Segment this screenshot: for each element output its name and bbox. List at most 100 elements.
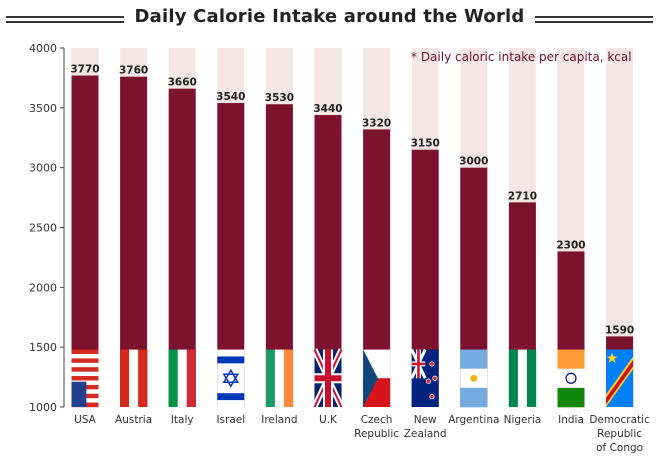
y-tick-label: 1500: [29, 341, 57, 354]
value-labels: 3770 3760 3660 3540 3530 3440 3320 3150 3000 2710…: [70, 64, 634, 337]
flag-sun: [470, 374, 478, 382]
value-label: 3760: [119, 65, 148, 77]
category-label-line: Republic: [354, 428, 399, 440]
flag-stripe: [71, 367, 99, 372]
category-label-line: India: [558, 414, 584, 426]
flag-ireland: [265, 349, 294, 407]
flag-stripe: [138, 349, 148, 407]
value-label: 3660: [168, 77, 197, 89]
category-label-line: USA: [74, 414, 97, 426]
category-label-line: Zealand: [404, 428, 447, 440]
flag-usa: [71, 349, 99, 408]
flag-india: [557, 349, 585, 408]
flag-stripe: [71, 376, 99, 381]
flag-stripe: [557, 349, 585, 370]
category-label: Argentina: [448, 414, 499, 426]
bars: [71, 75, 634, 408]
flag-nigeria: [508, 349, 537, 407]
category-label-line: of Congo: [596, 442, 643, 454]
y-tick-label: 2500: [29, 222, 57, 235]
flag-star: [429, 394, 435, 400]
flag-drcongo: [606, 349, 634, 407]
category-label-line: Ireland: [261, 414, 297, 426]
flag-stripe: [168, 349, 178, 407]
value-label: 3000: [459, 156, 488, 168]
flag-stripe: [557, 368, 585, 389]
flag-stripe: [217, 356, 245, 364]
category-label-line: New: [414, 414, 437, 426]
category-label-line: Israel: [216, 414, 245, 426]
flag-stripe: [460, 349, 488, 370]
category-labels: USA Austria Italy Israel Ireland U.K Czech Repu…: [74, 414, 650, 454]
value-label: 3440: [313, 103, 342, 115]
category-label-line: Austria: [115, 414, 152, 426]
flag-stripe: [120, 349, 130, 407]
chart-title-bar: Daily Calorie Intake around the World: [0, 0, 659, 40]
flag-canton: [71, 381, 87, 407]
value-label: 1590: [605, 324, 634, 336]
flag-stripe: [460, 387, 488, 408]
category-label-line: Republic: [597, 428, 642, 440]
y-tick-label: 1000: [29, 401, 57, 414]
flag-stripe: [526, 349, 537, 407]
y-tick-label: 3000: [29, 162, 57, 175]
flag-italy: [168, 349, 196, 407]
title-rule-left: [6, 16, 156, 23]
flag-cross: [314, 375, 342, 382]
value-label: 3150: [411, 138, 440, 150]
flags: [71, 348, 634, 409]
category-label-line: Argentina: [448, 414, 499, 426]
category-label: Israel: [216, 414, 245, 426]
flag-stripe: [71, 358, 99, 364]
flag-stripe: [186, 349, 196, 407]
flag-stripe: [517, 349, 528, 407]
flag-stripe: [557, 387, 585, 408]
flag-chakra: [565, 372, 577, 384]
value-label: 3320: [362, 117, 391, 129]
flag-star: [606, 352, 618, 364]
bar-tracks: [71, 48, 634, 407]
flag-austria: [120, 349, 148, 407]
flag-uk: [311, 348, 345, 409]
chart-title-text: Daily Calorie Intake around the World: [124, 6, 535, 27]
category-label: Italy: [171, 414, 194, 426]
category-label-line: Democratic: [589, 414, 650, 426]
category-label: Nigeria: [504, 414, 542, 426]
flag-stripe: [265, 349, 276, 407]
flag-stripe: [129, 349, 139, 407]
category-label: Ireland: [261, 414, 297, 426]
category-label: USA: [74, 414, 97, 426]
y-tick-label: 2000: [29, 281, 57, 294]
y-tick-label: 3500: [29, 102, 57, 115]
category-label: U.K: [319, 414, 338, 426]
flag-stripe: [71, 349, 99, 355]
flag-star: [425, 378, 432, 384]
flag-stripe: [177, 349, 187, 407]
flag-triangle: [363, 349, 378, 407]
flag-star: [429, 361, 435, 367]
category-label: Czech Republic: [354, 414, 399, 440]
category-label: India: [558, 414, 584, 426]
flag-stripe: [606, 359, 634, 405]
value-label: 3530: [265, 92, 294, 104]
category-label-line: Italy: [171, 414, 194, 426]
y-axis-ticks: 1000 1500 2000 2500 3000 3500 4000: [29, 42, 64, 414]
flag-stripe: [71, 362, 99, 368]
flag-stripe: [71, 371, 99, 377]
flag-star: [222, 368, 240, 384]
flag-star: [222, 373, 240, 388]
value-label: 3540: [216, 91, 245, 103]
category-label-line: Czech: [361, 414, 393, 426]
flag-argentina: [460, 349, 488, 408]
category-label-line: U.K: [319, 414, 338, 426]
flag-newzealand: [410, 348, 439, 407]
y-tick-label: 4000: [29, 42, 57, 55]
title-rule-right: [505, 16, 653, 23]
flag-stripe: [217, 393, 245, 401]
flag-star: [432, 375, 438, 381]
category-label-line: Nigeria: [504, 414, 542, 426]
flag-stripe: [71, 353, 99, 359]
category-label: New Zealand: [404, 414, 447, 440]
chart-note: * Daily caloric intake per capita, kcal: [411, 50, 632, 64]
value-label: 2710: [508, 190, 537, 202]
